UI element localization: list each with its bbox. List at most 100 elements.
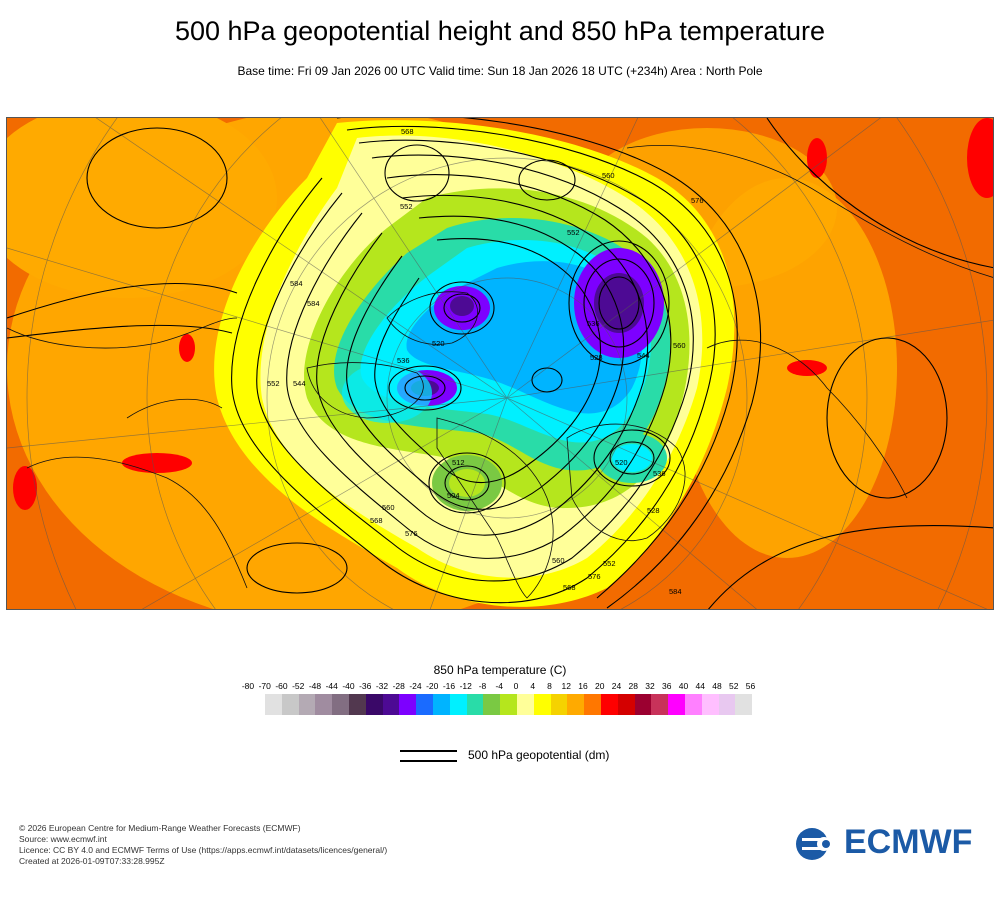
colorbar-tick-label: -28 [392,681,405,691]
footer-created: Created at 2026-01-09T07:33:28.995Z [19,856,165,866]
colorbar-swatch [315,694,333,715]
contour-label: 528 [647,506,660,515]
colorbar-swatch [567,694,585,715]
ecmwf-logo-text: ECMWF [844,823,973,861]
geopotential-legend-label: 500 hPa geopotential (dm) [468,748,610,762]
contour-label: 560 [673,341,686,350]
colorbar-tick-label: 28 [628,681,638,691]
colorbar-tick-label: 0 [513,681,519,691]
colorbar-tick-label: -40 [342,681,355,691]
contour-label: 568 [370,516,383,525]
contour-label: 552 [267,379,280,388]
contour-label: 560 [602,171,615,180]
colorbar-tick-label: 52 [729,681,739,691]
colorbar-swatch [298,694,316,715]
contour-label: 536 [397,356,410,365]
contour-label: 552 [567,228,580,237]
colorbar-tick-label: -52 [292,681,305,691]
colorbar-tick-label: 12 [561,681,571,691]
colorbar-tick-label: -20 [426,681,439,691]
colorbar-swatch [533,694,551,715]
colorbar-tick-label: 44 [695,681,705,691]
contour-label: 528 [590,353,603,362]
colorbar-tick-label: 20 [595,681,605,691]
contour-label: 520 [432,339,445,348]
footer-licence: Licence: CC BY 4.0 and ECMWF Terms of Us… [19,845,388,855]
colorbar-swatch [718,694,736,715]
colorbar-swatch [265,694,282,715]
contour-label: 576 [691,196,704,205]
chart-title: 500 hPa geopotential height and 850 hPa … [174,16,825,46]
colorbar-swatch [668,694,685,715]
chart-subtitle: Base time: Fri 09 Jan 2026 00 UTC Valid … [237,64,763,78]
colorbar-tick-label: -70 [258,681,271,691]
colorbar-tick-label: -4 [495,681,504,691]
colorbar-swatch [348,694,366,715]
footer-source: Source: www.ecmwf.int [19,834,107,844]
colorbar-tick-label: -8 [478,681,487,691]
colorbar-tick-label: 48 [712,681,722,691]
contour-label: 584 [290,279,303,288]
colorbar-tick-label: -24 [409,681,422,691]
colorbar-tick-label: -44 [325,681,338,691]
contour-label: 552 [603,559,616,568]
contour-label: 520 [615,458,628,467]
colorbar-swatch [466,694,484,715]
weather-map: 568 552 584 560 576 552 536 544 528 520 … [6,117,994,610]
contour-label: 560 [552,556,565,565]
colorbar-swatch [735,694,753,715]
colorbar-swatch [550,694,568,715]
colorbar-tick-label: 8 [547,681,552,691]
contour-label: 584 [669,587,682,596]
footer: © 2026 European Centre for Medium-Range … [19,823,387,867]
colorbar-tick-label: 36 [662,681,672,691]
colorbar-tick-label: -32 [375,681,389,691]
colorbar-swatch [684,694,702,715]
colorbar-swatch [500,694,517,715]
contour-label: 552 [400,202,413,211]
contour-label: 560 [382,503,395,512]
colorbar-swatch [634,694,652,715]
contour-label: 584 [307,299,320,308]
colorbar-swatch [449,694,467,715]
geopotential-line-sample [400,760,457,762]
ecmwf-logo-icon [796,828,834,860]
colorbar-swatch [399,694,417,715]
contour-label: 536 [653,469,666,478]
colorbar-tick-label: 4 [530,681,536,691]
contour-label: 576 [588,572,601,581]
colorbar-tick-label: 40 [678,681,689,691]
geopotential-line-sample [400,750,457,752]
colorbar-swatch [651,694,669,715]
contour-label: 512 [452,458,465,467]
colorbar-tick-label: 32 [645,681,655,691]
colorbar-swatch [281,694,299,715]
colorbar-swatch [584,694,601,715]
colorbar-tick-label: -48 [308,681,322,691]
colorbar-tick-label: -36 [359,681,372,691]
colorbar-swatch [365,694,383,715]
colorbar-tick-label: -60 [275,681,288,691]
colorbar-swatch [600,694,618,715]
colorbar-swatch [416,694,433,715]
colorbar-swatch [332,694,349,715]
contour-label: 504 [447,491,460,500]
contour-label: 576 [405,529,418,538]
colorbar-tick-label: -80 [241,681,255,691]
colorbar-swatch [483,694,501,715]
colorbar-tick-label: 16 [578,681,588,691]
footer-copyright: © 2026 European Centre for Medium-Range … [19,823,301,833]
weather-map-graphic: 568 552 584 560 576 552 536 544 528 520 … [7,118,993,609]
colorbar-tick-label: -12 [459,681,472,691]
contour-label: 568 [563,583,576,592]
ecmwf-logo: ECMWF [794,823,984,862]
colorbar-tick-label: 24 [611,681,622,691]
contour-label: 536 [587,319,600,328]
colorbar-title: 850 hPa temperature (C) [433,663,567,677]
contour-label: 568 [401,127,414,136]
colorbar-swatch [382,694,400,715]
colorbar-tick-label: 56 [745,681,756,691]
contour-label: 544 [637,351,650,360]
colorbar-swatch [701,694,719,715]
colorbar [265,694,753,715]
